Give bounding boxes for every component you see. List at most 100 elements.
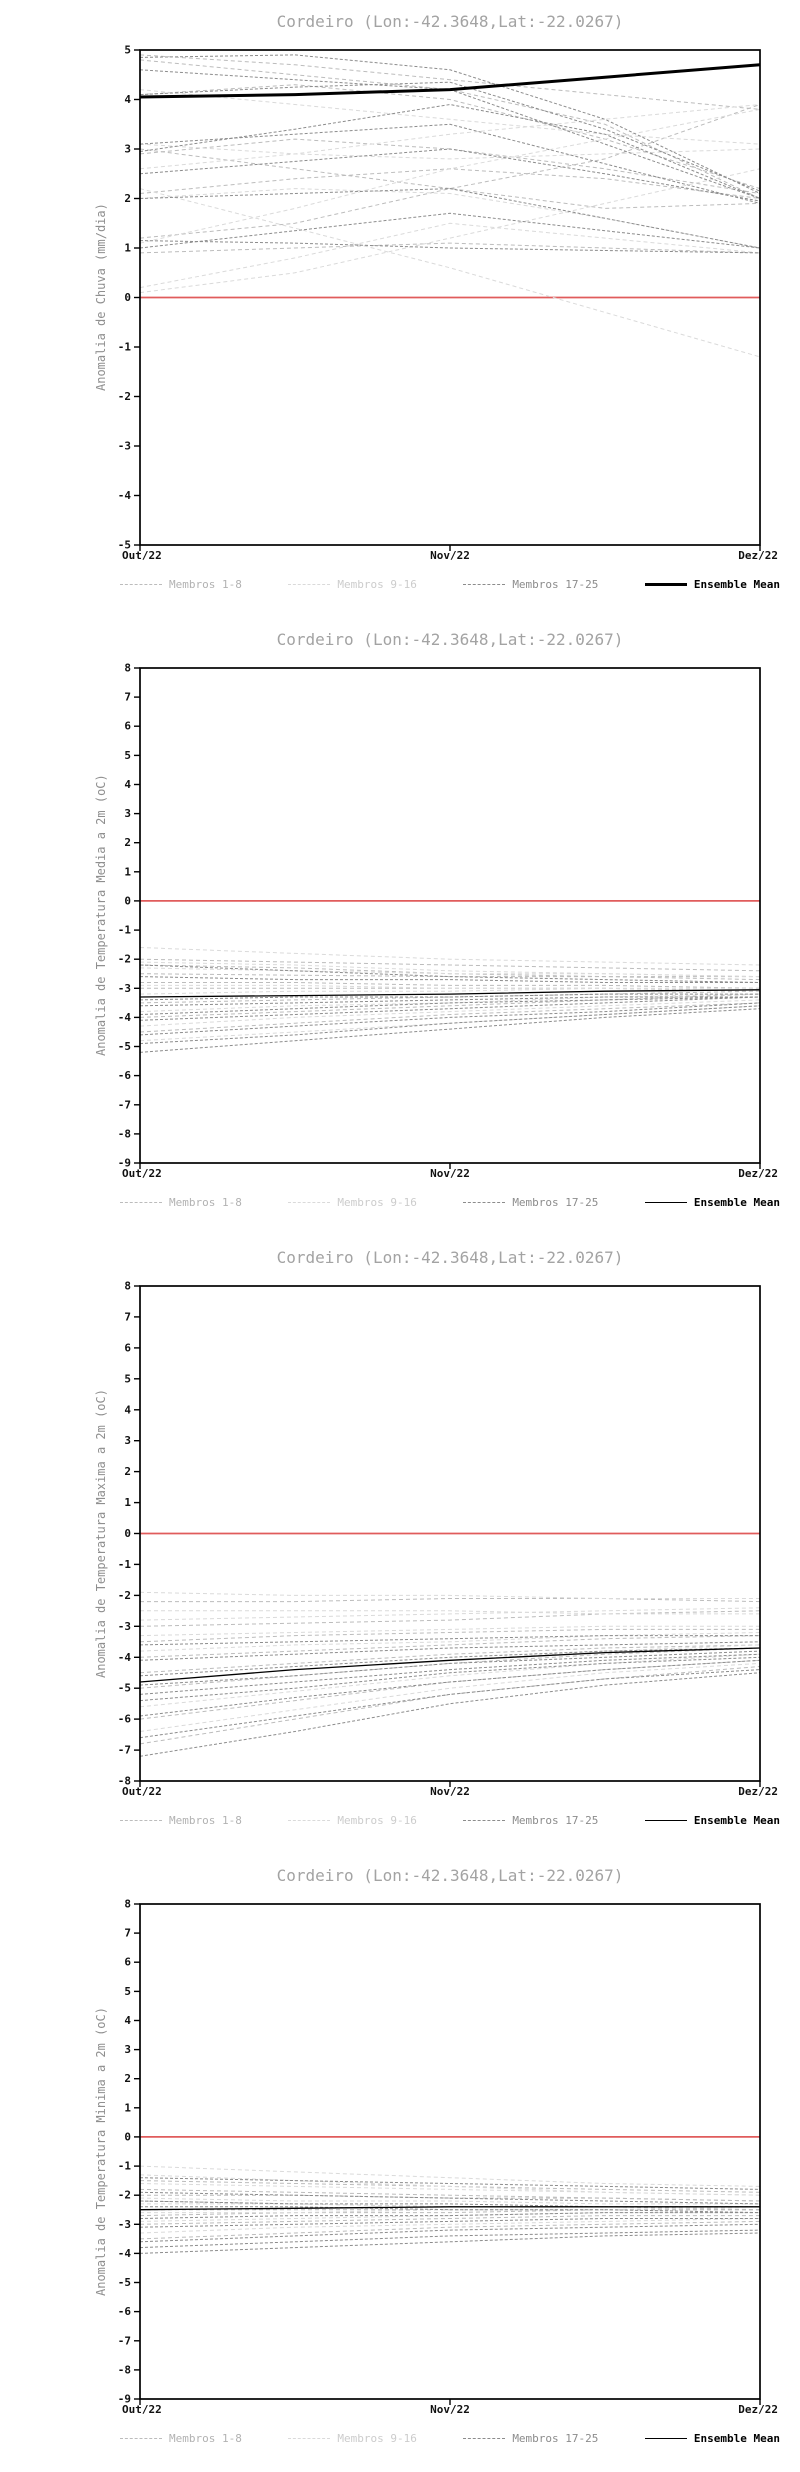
chart-title: Cordeiro (Lon:-42.3648,Lat:-22.0267): [276, 12, 624, 31]
svg-text:-5: -5: [118, 2276, 131, 2289]
svg-text:-5: -5: [118, 539, 131, 552]
svg-text:-1: -1: [118, 2160, 132, 2173]
svg-text:7: 7: [124, 691, 131, 704]
legend-item-members-17-25: Membros 17-25: [463, 578, 598, 591]
svg-text:5: 5: [124, 1372, 131, 1385]
svg-text:-2: -2: [118, 2189, 131, 2202]
svg-text:-4: -4: [118, 2247, 132, 2260]
legend-item-members-1-8: Membros 1-8: [120, 2432, 242, 2445]
plot-area: -5 -4 -3 -2 -1 0 1 2 3 4 5: [118, 44, 761, 552]
svg-text:5: 5: [124, 44, 131, 57]
x-axis-tick-labels: Out/22 Nov/22 Dez/22: [122, 1167, 778, 1181]
legend-label: Membros 9-16: [337, 578, 417, 591]
svg-text:4: 4: [124, 778, 131, 791]
legend-line-sample: [644, 1820, 687, 1821]
svg-text:3: 3: [124, 1434, 131, 1447]
legend-item-members-1-8: Membros 1-8: [120, 1814, 242, 1827]
legend: Membros 1-8 Membros 9-16 Membros 17-25 E…: [120, 1196, 780, 1209]
x-tick-label: Nov/22: [430, 1167, 470, 1180]
legend-line-sample: [120, 2438, 162, 2439]
legend-label: Membros 9-16: [337, 1814, 417, 1827]
legend-line-sample: [644, 1202, 687, 1203]
legend-item-members-1-8: Membros 1-8: [120, 578, 242, 591]
svg-text:1: 1: [124, 865, 131, 878]
legend-line-sample: [288, 1202, 331, 1203]
x-tick-label: Out/22: [122, 2403, 162, 2416]
legend-line-sample: [644, 2438, 687, 2439]
plot-area: -9 -8 -7 -6 -5 -4 -3 -2 -1 0 1 2 3 4 5 6 7 8: [118, 662, 761, 1170]
svg-text:3: 3: [124, 2043, 131, 2056]
legend-label: Membros 1-8: [169, 578, 242, 591]
svg-text:-2: -2: [118, 390, 131, 403]
x-tick-label: Dez/22: [738, 549, 778, 562]
legend-item-members-1-8: Membros 1-8: [120, 1196, 242, 1209]
svg-text:-5: -5: [118, 1682, 131, 1695]
svg-text:5: 5: [124, 749, 131, 762]
svg-text:4: 4: [124, 93, 131, 106]
x-axis-tick-labels: Out/22 Nov/22 Dez/22: [122, 2403, 778, 2417]
svg-text:2: 2: [124, 192, 131, 205]
legend-line-sample: [463, 1820, 506, 1821]
svg-text:-1: -1: [118, 341, 132, 354]
svg-text:-7: -7: [118, 1744, 131, 1757]
svg-text:4: 4: [124, 2014, 131, 2027]
svg-text:2: 2: [124, 836, 131, 849]
svg-text:-4: -4: [118, 489, 132, 502]
svg-text:0: 0: [124, 1527, 131, 1540]
svg-text:-1: -1: [118, 1558, 132, 1571]
svg-text:6: 6: [124, 1341, 131, 1354]
x-tick-label: Dez/22: [738, 1785, 778, 1798]
svg-text:-1: -1: [118, 924, 132, 937]
svg-text:0: 0: [124, 291, 131, 304]
svg-text:-3: -3: [118, 982, 131, 995]
legend-item-members-9-16: Membros 9-16: [288, 578, 417, 591]
svg-text:1: 1: [124, 242, 131, 255]
svg-text:8: 8: [124, 1280, 131, 1293]
legend-line-sample: [288, 1820, 331, 1821]
plot-area: -9 -8 -7 -6 -5 -4 -3 -2 -1 0 1 2 3 4 5 6 7 8: [118, 1898, 761, 2406]
svg-text:-7: -7: [118, 2334, 131, 2347]
svg-text:7: 7: [124, 1927, 131, 1940]
svg-text:0: 0: [124, 2130, 131, 2143]
legend-item-ensemble-mean: Ensemble Mean: [644, 2432, 780, 2445]
x-tick-label: Dez/22: [738, 1167, 778, 1180]
chart-tmax-anomaly: Cordeiro (Lon:-42.3648,Lat:-22.0267) Ano…: [0, 1236, 800, 1854]
chart-tmean-anomaly: Cordeiro (Lon:-42.3648,Lat:-22.0267) Ano…: [0, 618, 800, 1236]
svg-text:-2: -2: [118, 1589, 131, 1602]
legend-label: Membros 17-25: [512, 2432, 599, 2445]
svg-text:0: 0: [124, 894, 131, 907]
svg-text:1: 1: [124, 2101, 131, 2114]
legend: Membros 1-8 Membros 9-16 Membros 17-25 E…: [120, 578, 780, 591]
legend-line-sample: [463, 1202, 506, 1203]
svg-text:-7: -7: [118, 1098, 131, 1111]
legend-label: Membros 9-16: [337, 2432, 417, 2445]
legend-label: Membros 17-25: [512, 1196, 599, 1209]
legend-label: Membros 17-25: [512, 1814, 599, 1827]
x-tick-label: Out/22: [122, 1167, 162, 1180]
svg-text:1: 1: [124, 1496, 131, 1509]
chart-title: Cordeiro (Lon:-42.3648,Lat:-22.0267): [276, 1248, 624, 1267]
chart-rain-anomaly: Cordeiro (Lon:-42.3648,Lat:-22.0267) Ano…: [0, 0, 800, 618]
legend-label: Ensemble Mean: [693, 1196, 780, 1209]
svg-text:-9: -9: [118, 2393, 131, 2406]
legend-label: Membros 17-25: [512, 578, 599, 591]
legend-label: Membros 1-8: [169, 1814, 242, 1827]
legend: Membros 1-8 Membros 9-16 Membros 17-25 E…: [120, 2432, 780, 2445]
svg-text:-4: -4: [118, 1011, 132, 1024]
legend: Membros 1-8 Membros 9-16 Membros 17-25 E…: [120, 1814, 780, 1827]
legend-label: Ensemble Mean: [693, 578, 780, 591]
x-tick-label: Nov/22: [430, 2403, 470, 2416]
legend-label: Ensemble Mean: [693, 2432, 780, 2445]
legend-item-members-9-16: Membros 9-16: [288, 2432, 417, 2445]
legend-item-ensemble-mean: Ensemble Mean: [644, 1814, 780, 1827]
svg-text:7: 7: [124, 1310, 131, 1323]
legend-line-sample: [120, 1202, 162, 1203]
legend-item-members-17-25: Membros 17-25: [463, 1196, 598, 1209]
legend-line-sample: [288, 2438, 331, 2439]
svg-text:-6: -6: [118, 1713, 132, 1726]
svg-text:-8: -8: [118, 1127, 131, 1140]
svg-text:-9: -9: [118, 1157, 131, 1170]
svg-text:4: 4: [124, 1403, 131, 1416]
x-tick-label: Nov/22: [430, 549, 470, 562]
svg-text:2: 2: [124, 2072, 131, 2085]
